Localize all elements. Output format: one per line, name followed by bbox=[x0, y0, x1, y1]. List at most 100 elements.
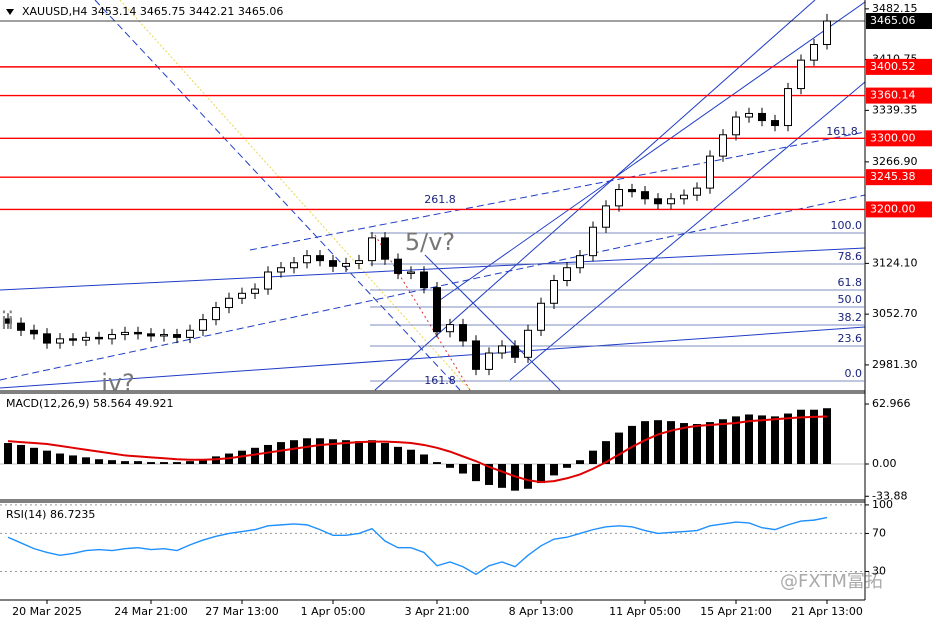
macd-bar bbox=[381, 443, 389, 464]
candle-body bbox=[108, 334, 116, 340]
macd-bar bbox=[199, 459, 207, 464]
candle-body bbox=[771, 120, 779, 127]
candle-body bbox=[693, 187, 701, 196]
candle-body bbox=[355, 260, 363, 264]
level-label: 3360.14 bbox=[870, 89, 916, 102]
candle-body bbox=[680, 194, 688, 200]
macd-bar bbox=[407, 449, 415, 464]
candle-body bbox=[784, 88, 792, 127]
candle-body bbox=[524, 329, 532, 358]
candle-body bbox=[550, 280, 558, 304]
macd-bar bbox=[732, 416, 740, 464]
macd-bar bbox=[771, 416, 779, 464]
trendline bbox=[424, 254, 561, 391]
x-tick-label: 15 Apr 21:00 bbox=[700, 605, 772, 618]
x-tick-label: 27 Mar 13:00 bbox=[205, 605, 278, 618]
candle-body bbox=[160, 334, 168, 337]
macd-bar bbox=[69, 455, 77, 464]
candle-body bbox=[758, 112, 766, 122]
y-tick-label: 62.966 bbox=[872, 397, 911, 410]
candle-body bbox=[641, 191, 649, 200]
macd-bar bbox=[446, 464, 454, 468]
y-tick-label: 3124.10 bbox=[872, 256, 918, 269]
x-tick-label: 8 Apr 13:00 bbox=[509, 605, 574, 618]
macd-bar bbox=[160, 462, 168, 464]
y-tick-label: -33.88 bbox=[872, 489, 907, 502]
x-tick-label: 11 Apr 05:00 bbox=[609, 605, 681, 618]
level-label: 3200.00 bbox=[870, 202, 916, 215]
candle-body bbox=[121, 331, 129, 336]
annotation: 161.8 bbox=[424, 374, 456, 387]
level-label: 3400.52 bbox=[870, 60, 916, 73]
macd-bar bbox=[472, 464, 480, 482]
candle-body bbox=[95, 336, 103, 340]
macd-bar bbox=[758, 415, 766, 464]
candle-body bbox=[56, 338, 64, 344]
macd-bar bbox=[43, 450, 51, 464]
macd-bar bbox=[719, 419, 727, 464]
current-price-tag bbox=[866, 13, 932, 29]
macd-bar bbox=[147, 462, 155, 464]
candle-body bbox=[745, 112, 753, 118]
candle-body bbox=[173, 334, 181, 338]
macd-bar bbox=[4, 443, 12, 464]
fib-label: 0.0 bbox=[845, 367, 863, 380]
candle-body bbox=[485, 352, 493, 370]
current-price-label: 3465.06 bbox=[870, 14, 916, 27]
trendline bbox=[374, 234, 471, 391]
candle-body bbox=[30, 329, 38, 335]
trendline bbox=[509, 81, 865, 381]
macd-bar bbox=[433, 462, 441, 464]
macd-bar bbox=[797, 409, 805, 464]
y-tick-label: 3266.90 bbox=[872, 155, 918, 168]
macd-bar bbox=[784, 413, 792, 464]
candle-body bbox=[407, 271, 415, 274]
macd-bar bbox=[524, 464, 532, 489]
y-tick-label: 70 bbox=[872, 526, 886, 539]
candle-body bbox=[238, 292, 246, 299]
candle-body bbox=[706, 155, 714, 189]
annotation: 5/v? bbox=[405, 228, 455, 256]
y-tick-label: 3339.35 bbox=[872, 103, 918, 116]
candle-body bbox=[602, 205, 610, 228]
macd-bar bbox=[563, 464, 571, 468]
macd-bar bbox=[329, 439, 337, 464]
trendline bbox=[0, 326, 865, 389]
candle-body bbox=[732, 116, 740, 136]
y-tick-label: 3052.70 bbox=[872, 307, 918, 320]
macd-bar bbox=[186, 461, 194, 464]
candle-body bbox=[303, 255, 311, 264]
macd-bar bbox=[368, 440, 376, 464]
macd-bar bbox=[121, 461, 129, 464]
annotation: 161.8 bbox=[826, 125, 858, 138]
macd-bar bbox=[394, 446, 402, 464]
macd-bar bbox=[667, 421, 675, 464]
annotation: 261.8 bbox=[424, 193, 456, 206]
trendline bbox=[0, 194, 865, 381]
annotation: iv? bbox=[101, 369, 135, 397]
candle-body bbox=[472, 340, 480, 370]
signal-line bbox=[7, 415, 828, 484]
y-tick-label: 3482.15 bbox=[872, 2, 918, 15]
macd-bar bbox=[706, 422, 714, 464]
candle-body bbox=[134, 331, 142, 335]
macd-bar bbox=[576, 460, 584, 464]
candle-body bbox=[537, 302, 545, 331]
candle-body bbox=[615, 189, 623, 207]
macd-bar bbox=[251, 447, 259, 464]
rsi-line bbox=[7, 516, 828, 576]
candle-body bbox=[823, 20, 831, 46]
level-tag bbox=[866, 87, 932, 104]
candle-body bbox=[290, 262, 298, 269]
candle-body bbox=[329, 260, 337, 267]
candle-body bbox=[498, 345, 506, 354]
macd-bar bbox=[56, 453, 64, 464]
level-tag bbox=[866, 169, 932, 186]
x-tick-label: 3 Apr 21:00 bbox=[405, 605, 470, 618]
candle-body bbox=[810, 44, 818, 61]
rsi-title: RSI(14) 86.7235 bbox=[6, 508, 95, 521]
macd-bar bbox=[316, 438, 324, 464]
macd-bar bbox=[615, 432, 623, 464]
candle-body bbox=[264, 271, 272, 290]
